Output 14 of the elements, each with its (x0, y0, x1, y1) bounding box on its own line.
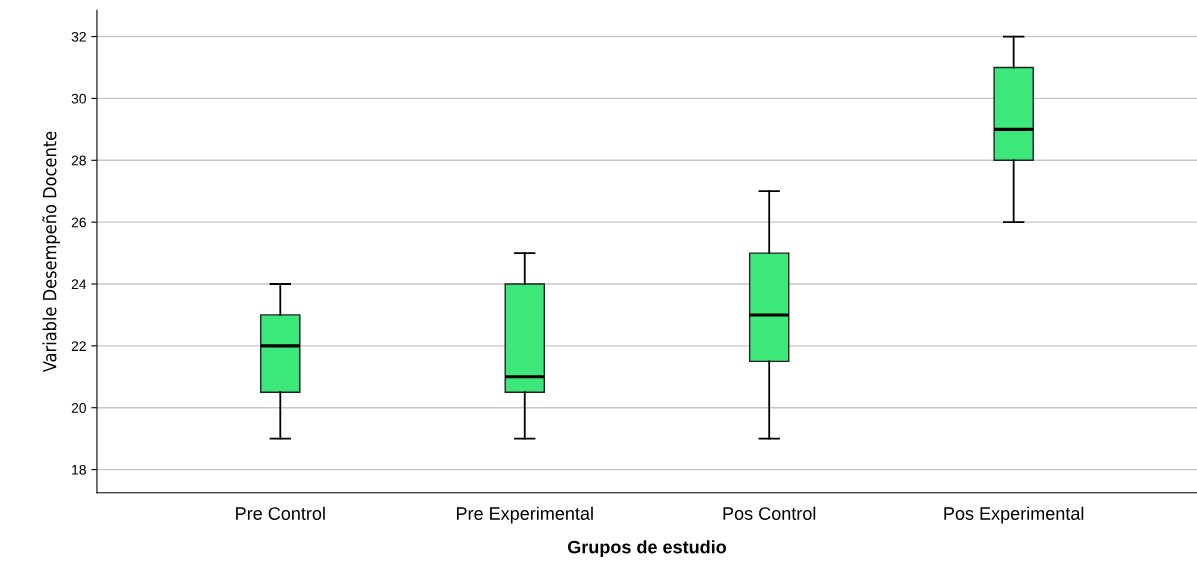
x-tick-label: Pre Experimental (456, 506, 593, 524)
y-tick-label: 18 (72, 464, 86, 475)
y-tick-label: 24 (71, 279, 87, 290)
x-tick-label: Pos Experimental (944, 506, 1084, 524)
y-tick-label: 22 (71, 341, 86, 351)
x-axis-title: Grupos de estudio (567, 540, 727, 557)
y-tick-label: 30 (71, 93, 86, 104)
y-tick-label: 28 (71, 155, 86, 166)
y-axis-title: Variable Desempeño Docente (42, 131, 60, 373)
x-tick-label: Pre Control (236, 506, 325, 520)
y-tick-label: 26 (71, 217, 86, 228)
y-tick-label: 20 (71, 403, 86, 413)
y-tick-label: 32 (71, 31, 86, 42)
x-tick-label: Pos Control (723, 506, 816, 520)
